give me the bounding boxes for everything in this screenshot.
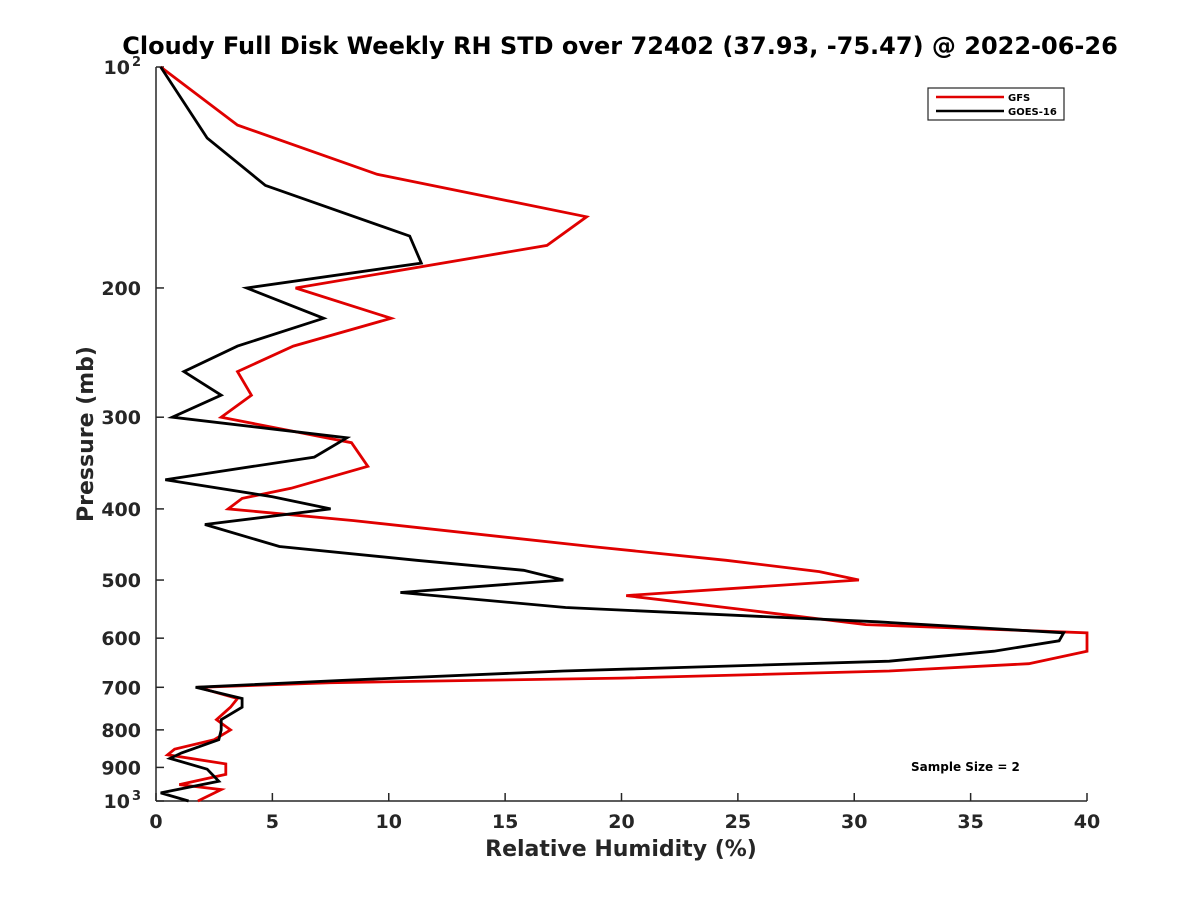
- x-tick-label: 10: [376, 811, 402, 833]
- legend-label-goes16: GOES-16: [1008, 107, 1057, 118]
- series-lines: [159, 65, 1089, 803]
- y-tick-label: 600: [101, 628, 141, 650]
- series-line-gfs: [159, 65, 1089, 803]
- x-tick-label: 0: [149, 811, 162, 833]
- chart-title: Cloudy Full Disk Weekly RH STD over 7240…: [122, 32, 1118, 60]
- y-tick-label: 500: [101, 570, 141, 592]
- y-tick-label: 300: [101, 407, 141, 429]
- y-tick-label: 400: [101, 499, 141, 521]
- y-tick-label: 10: [104, 57, 130, 79]
- plot-area: 0 5 10 15 20 25 30 35 40 10 220030040050060070080…: [101, 55, 1100, 833]
- y-tick-label: 700: [101, 677, 141, 699]
- sample-size-annotation: Sample Size = 2: [911, 760, 1020, 774]
- series-line-goes16: [159, 66, 1067, 803]
- legend-label-gfs: GFS: [1008, 93, 1030, 104]
- x-tick-label: 35: [957, 811, 983, 833]
- y-tick-label: 800: [101, 720, 141, 742]
- y-tick-label: 10: [104, 791, 130, 813]
- x-axis-label: Relative Humidity (%): [485, 837, 757, 862]
- x-tick-label: 30: [841, 811, 867, 833]
- legend-box: [927, 87, 1065, 121]
- x-tick-label: 5: [266, 811, 279, 833]
- y-tick-label: 900: [101, 757, 141, 779]
- x-tick-group: 0 5 10 15 20 25 30 35 40: [149, 793, 1100, 833]
- x-tick-label: 25: [725, 811, 751, 833]
- x-tick-label: 40: [1074, 811, 1100, 833]
- x-tick-label: 15: [492, 811, 518, 833]
- y-tick-exponent: 2: [132, 55, 141, 70]
- x-tick-label: 20: [608, 811, 634, 833]
- legend: GFS GOES-16: [927, 87, 1065, 121]
- y-axis-label: Pressure (mb): [74, 346, 99, 522]
- y-tick-exponent: 3: [132, 789, 141, 804]
- y-tick-label: 200: [101, 278, 141, 300]
